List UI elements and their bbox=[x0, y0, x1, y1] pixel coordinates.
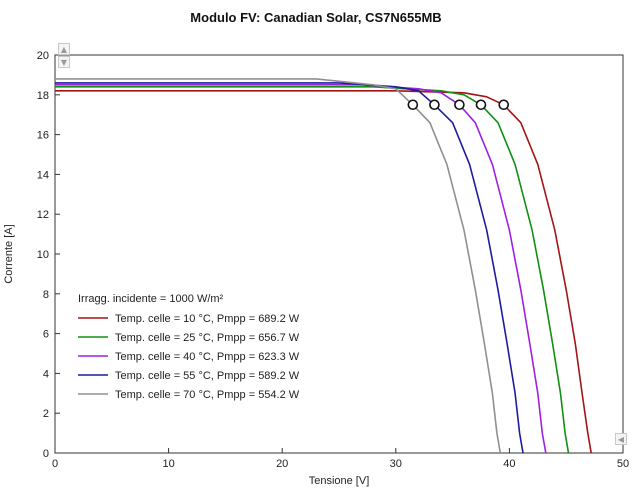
series-line-2 bbox=[55, 86, 570, 454]
y-tick-label: 12 bbox=[37, 209, 49, 221]
y-tick-label: 16 bbox=[37, 130, 49, 142]
scroll-down-button[interactable]: ▼ bbox=[58, 56, 70, 68]
series-line-5 bbox=[55, 78, 502, 454]
legend-entry-4: Temp. celle = 55 °C, Pmpp = 589.2 W bbox=[115, 370, 300, 382]
x-tick-label: 30 bbox=[390, 458, 402, 470]
x-tick-label: 10 bbox=[162, 458, 174, 470]
y-tick-label: 20 bbox=[37, 50, 49, 62]
series-line-4 bbox=[55, 82, 524, 454]
legend-title: Irragg. incidente = 1000 W/m² bbox=[78, 293, 224, 305]
y-axis-label: Corrente [A] bbox=[3, 224, 15, 283]
legend-entry-3: Temp. celle = 40 °C, Pmpp = 623.3 W bbox=[115, 351, 300, 363]
x-axis-label: Tensione [V] bbox=[309, 475, 370, 487]
scroll-up-button[interactable]: ▲ bbox=[58, 43, 70, 55]
legend-entry-2: Temp. celle = 25 °C, Pmpp = 656.7 W bbox=[115, 332, 300, 344]
legend-entry-5: Temp. celle = 70 °C, Pmpp = 554.2 W bbox=[115, 389, 300, 401]
x-tick-label: 50 bbox=[617, 458, 629, 470]
x-tick-label: 0 bbox=[52, 458, 58, 470]
mpp-marker-3 bbox=[454, 99, 465, 111]
mpp-marker-2 bbox=[475, 99, 487, 111]
y-tick-label: 10 bbox=[37, 249, 49, 261]
y-tick-label: 2 bbox=[43, 408, 49, 420]
legend-entry-1: Temp. celle = 10 °C, Pmpp = 689.2 W bbox=[115, 313, 300, 325]
plot-area bbox=[54, 54, 624, 454]
series-line-3 bbox=[55, 84, 547, 454]
y-tick-label: 6 bbox=[43, 329, 49, 341]
mpp-marker-1 bbox=[498, 99, 510, 111]
mpp-marker-4 bbox=[429, 99, 440, 111]
y-tick-label: 8 bbox=[43, 289, 49, 301]
x-tick-label: 20 bbox=[276, 458, 288, 470]
y-tick-label: 18 bbox=[37, 90, 49, 102]
mpp-marker-5 bbox=[407, 99, 419, 111]
y-tick-label: 0 bbox=[43, 448, 49, 460]
scroll-right-button[interactable]: ◀ bbox=[615, 433, 627, 445]
series-line-1 bbox=[55, 90, 592, 454]
y-tick-label: 4 bbox=[43, 368, 49, 380]
chart-title: Modulo FV: Canadian Solar, CS7N655MB bbox=[190, 10, 442, 25]
y-tick-label: 14 bbox=[37, 169, 49, 181]
x-tick-label: 40 bbox=[503, 458, 515, 470]
legend: Irragg. incidente = 1000 W/m² Temp. cell… bbox=[78, 293, 300, 401]
